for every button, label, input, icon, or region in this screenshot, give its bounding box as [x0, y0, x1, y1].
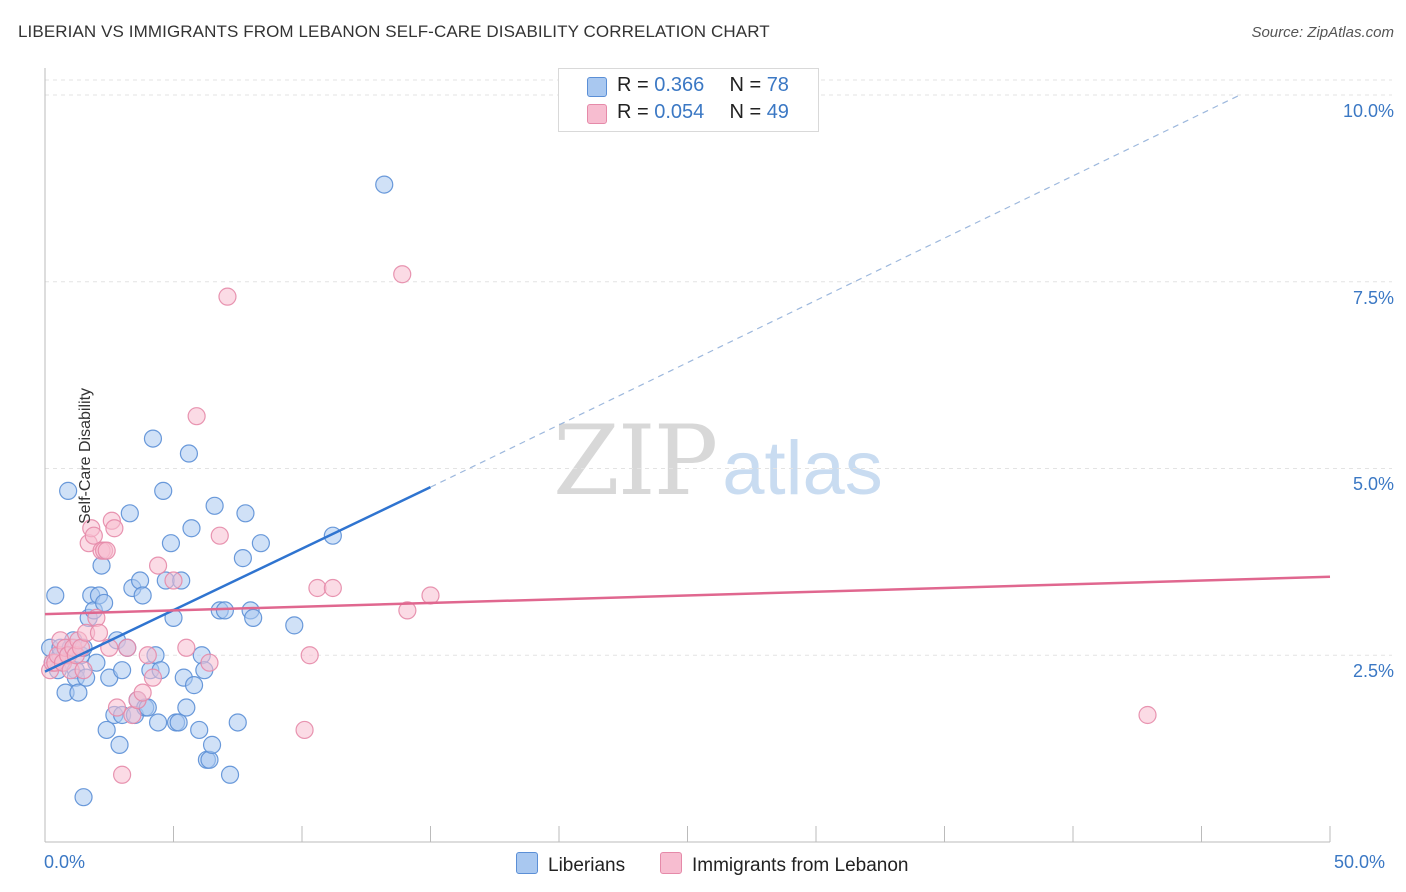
x-tick-label-min: 0.0%	[44, 852, 86, 872]
liberian-point	[95, 593, 114, 613]
lebanon-point	[218, 287, 237, 306]
watermark-zip: ZIP	[553, 405, 718, 517]
n-value: 78	[766, 74, 789, 96]
lebanon-point	[398, 601, 417, 620]
chart-title: LIBERIAN VS IMMIGRANTS FROM LEBANON SELF…	[18, 22, 770, 41]
liberian-point	[112, 661, 132, 680]
liberians-swatch	[587, 77, 607, 97]
lebanon-point	[308, 578, 327, 598]
liberian-point	[220, 765, 240, 784]
liberian-point	[285, 616, 304, 635]
y-tick-label: 7.5%	[1352, 287, 1394, 308]
y-tick-label: 5.0%	[1352, 474, 1394, 495]
n-label: N =	[729, 74, 767, 96]
liberian-point	[154, 481, 173, 500]
legend-label-lebanon: Immigrants from Lebanon	[692, 855, 909, 876]
series-legend: Liberians Immigrants from Lebanon	[0, 852, 1406, 878]
lebanon-point	[164, 571, 183, 590]
liberian-point	[133, 586, 152, 605]
r-label: R =	[617, 74, 655, 96]
liberian-point	[202, 735, 222, 754]
lebanon-point	[300, 646, 319, 665]
liberians-legend-swatch	[516, 852, 538, 874]
lebanon-point	[112, 765, 132, 784]
liberian-point	[215, 601, 234, 620]
liberian-point	[182, 519, 201, 538]
lebanon-swatch	[587, 104, 607, 124]
lebanon-point	[89, 623, 109, 642]
lebanon-point	[97, 541, 116, 560]
lebanon-point	[107, 698, 127, 717]
liberian-point	[120, 504, 139, 523]
stats-legend-row-lebanon: R = 0.054 N = 49	[559, 101, 818, 127]
lebanon-point	[143, 668, 163, 687]
liberian-point	[236, 504, 255, 523]
lebanon-trend-line	[44, 575, 1331, 616]
liberian-point	[205, 496, 224, 515]
lebanon-point	[177, 638, 196, 657]
n-value: 49	[766, 101, 789, 123]
lebanon-point	[323, 578, 342, 598]
liberian-point	[143, 429, 163, 448]
liberian-point	[251, 534, 270, 553]
lebanon-point	[74, 661, 93, 680]
liberian-point	[200, 750, 219, 769]
lebanon-point	[138, 646, 157, 665]
legend-label-liberians: Liberians	[548, 855, 626, 876]
source-label: Source: ZipAtlas.com	[1251, 24, 1394, 41]
r-value: 0.054	[654, 101, 705, 123]
r-label: R =	[617, 101, 655, 123]
liberians-trend-line	[44, 486, 432, 673]
liberian-point	[130, 571, 150, 590]
lebanon-point	[84, 526, 103, 545]
lebanon-point	[210, 526, 229, 545]
lebanon-point	[295, 720, 314, 740]
liberian-point	[46, 586, 65, 605]
liberian-point	[97, 720, 116, 740]
liberian-point	[161, 534, 181, 553]
stats-legend: R = 0.366 N = 78 R = 0.054 N = 49	[558, 68, 819, 132]
lebanon-point	[1138, 705, 1157, 725]
stats-text-lebanon: R = 0.054 N = 49	[617, 101, 789, 124]
liberian-point	[228, 713, 247, 732]
lebanon-point	[118, 638, 137, 657]
lebanon-point	[200, 653, 219, 672]
lebanon-point	[393, 265, 412, 284]
liberian-point	[244, 608, 263, 627]
legend-item-liberians: Liberians	[516, 852, 625, 877]
lebanon-legend-swatch	[660, 852, 682, 874]
y-tick-label: 2.5%	[1352, 661, 1394, 682]
liberian-point	[59, 481, 78, 500]
liberian-point	[69, 683, 88, 702]
lebanon-point	[187, 407, 206, 426]
lebanon-point	[105, 519, 124, 538]
lebanon-point	[421, 586, 440, 605]
stats-text-liberians: R = 0.366 N = 78	[617, 74, 789, 97]
y-tick-label: 10.0%	[1342, 100, 1394, 121]
liberian-point	[110, 735, 129, 754]
stats-legend-row-liberians: R = 0.366 N = 78	[559, 74, 818, 100]
legend-item-lebanon: Immigrants from Lebanon	[660, 852, 909, 877]
liberian-point	[148, 713, 168, 732]
y-axis-label: Self-Care Disability	[77, 387, 95, 525]
liberian-point	[169, 713, 188, 732]
liberian-point	[184, 676, 204, 695]
liberian-point	[74, 788, 93, 807]
n-label: N =	[729, 101, 767, 123]
liberian-point	[179, 444, 199, 463]
lebanon-point	[148, 556, 168, 575]
lebanon-point	[133, 683, 152, 702]
liberian-point	[233, 549, 252, 568]
r-value: 0.366	[654, 74, 705, 96]
liberian-point	[177, 698, 196, 717]
x-tick-label-max: 50.0%	[1334, 852, 1386, 872]
liberian-point	[190, 720, 209, 740]
liberian-point	[375, 175, 394, 194]
liberians-trend-extension	[430, 94, 1241, 488]
